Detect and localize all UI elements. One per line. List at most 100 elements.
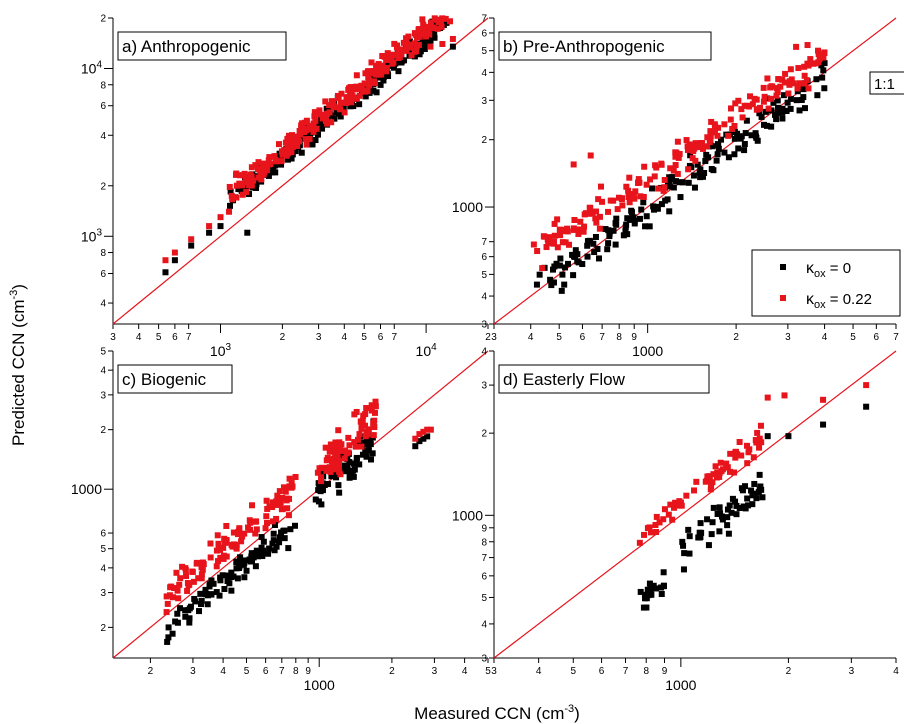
point-kox-022 (303, 117, 310, 124)
point-kox-022 (284, 145, 291, 152)
point-kox-022 (434, 25, 441, 32)
point-kox-0 (743, 117, 750, 124)
point-kox-022 (269, 499, 276, 506)
point-kox-0 (697, 166, 704, 173)
legend-label-kox-022: κox = 0.22 (806, 291, 872, 311)
point-kox-0 (206, 581, 213, 588)
point-kox-0 (312, 137, 319, 144)
point-kox-0 (276, 539, 283, 546)
data-points (163, 398, 434, 645)
point-kox-022 (708, 483, 715, 490)
point-kox-022 (661, 176, 668, 183)
one-to-one-label: 1:1 (869, 71, 904, 95)
point-kox-0 (584, 253, 591, 260)
point-kox-022 (215, 558, 222, 565)
point-kox-022 (307, 126, 314, 133)
point-kox-0 (398, 59, 405, 66)
point-kox-0 (287, 526, 294, 533)
point-kox-022 (233, 194, 240, 201)
point-kox-022 (294, 133, 301, 140)
point-kox-022 (807, 56, 814, 63)
point-kox-022 (273, 515, 280, 522)
point-kox-022 (796, 80, 803, 87)
point-kox-0 (728, 509, 735, 516)
point-kox-022 (715, 124, 722, 131)
point-kox-022 (336, 462, 343, 469)
x-tick-label: 4 (528, 332, 534, 343)
point-kox-022 (676, 498, 683, 505)
point-kox-0 (637, 588, 644, 595)
legend-marker-kox-022 (780, 295, 786, 301)
point-kox-0 (317, 488, 324, 495)
point-kox-0 (575, 259, 582, 266)
point-kox-0 (558, 287, 565, 294)
y-tick-label: 5 (481, 270, 487, 281)
point-kox-022 (595, 196, 602, 203)
point-kox-022 (290, 137, 297, 144)
point-kox-022 (229, 543, 236, 550)
point-kox-022 (658, 160, 665, 167)
point-kox-022 (171, 585, 178, 592)
point-kox-022 (311, 113, 318, 120)
point-kox-022 (727, 116, 734, 123)
point-kox-022 (358, 443, 365, 450)
point-kox-022 (801, 72, 808, 79)
point-kox-0 (368, 456, 375, 463)
point-kox-022 (775, 76, 782, 83)
point-kox-022 (311, 125, 318, 132)
point-kox-0 (742, 130, 749, 137)
point-kox-022 (706, 476, 713, 483)
x-tick-label: 4 (136, 332, 142, 343)
point-kox-0 (773, 116, 780, 123)
x-tick-label: 7 (599, 332, 605, 343)
point-kox-022 (415, 41, 422, 48)
point-kox-022 (301, 126, 308, 133)
point-kox-022 (787, 66, 794, 73)
point-kox-0 (427, 37, 434, 44)
point-kox-022 (751, 95, 758, 102)
point-kox-022 (725, 132, 732, 139)
point-kox-0 (713, 157, 720, 164)
point-kox-0 (316, 484, 323, 491)
point-kox-0 (162, 269, 169, 276)
x-tick-label: 2 (280, 332, 286, 343)
point-kox-0 (696, 169, 703, 176)
point-kox-0 (210, 580, 217, 587)
point-kox-0 (236, 563, 243, 570)
point-kox-022 (744, 442, 751, 449)
point-kox-022 (714, 132, 721, 139)
point-kox-022 (575, 230, 582, 237)
x-tick-label: 5 (850, 332, 856, 343)
point-kox-0 (365, 447, 372, 454)
point-kox-022 (264, 505, 271, 512)
point-kox-022 (336, 445, 343, 452)
point-kox-022 (398, 51, 405, 58)
point-kox-022 (307, 122, 314, 129)
x-tick-label: 5 (156, 332, 162, 343)
point-kox-022 (577, 218, 584, 225)
point-kox-022 (530, 241, 537, 248)
point-kox-0 (201, 590, 208, 597)
point-kox-0 (762, 108, 769, 115)
point-kox-022 (176, 581, 183, 588)
x-tick-label: 7 (893, 332, 899, 343)
point-kox-022 (540, 233, 547, 240)
x-tick-label: 4 (893, 666, 899, 677)
point-kox-0 (417, 48, 424, 55)
point-kox-0 (779, 115, 786, 122)
point-kox-022 (324, 454, 331, 461)
point-kox-022 (761, 93, 768, 100)
point-kox-0 (725, 530, 732, 537)
point-kox-0 (748, 132, 755, 139)
point-kox-022 (625, 187, 632, 194)
point-kox-022 (732, 449, 739, 456)
point-kox-0 (705, 154, 712, 161)
point-kox-0 (721, 149, 728, 156)
point-kox-0 (250, 553, 257, 560)
y-tick-label: 7 (481, 237, 487, 248)
point-kox-022 (559, 239, 566, 246)
point-kox-0 (363, 453, 370, 460)
point-kox-022 (243, 189, 250, 196)
point-kox-022 (322, 444, 329, 451)
point-kox-022 (215, 540, 222, 547)
